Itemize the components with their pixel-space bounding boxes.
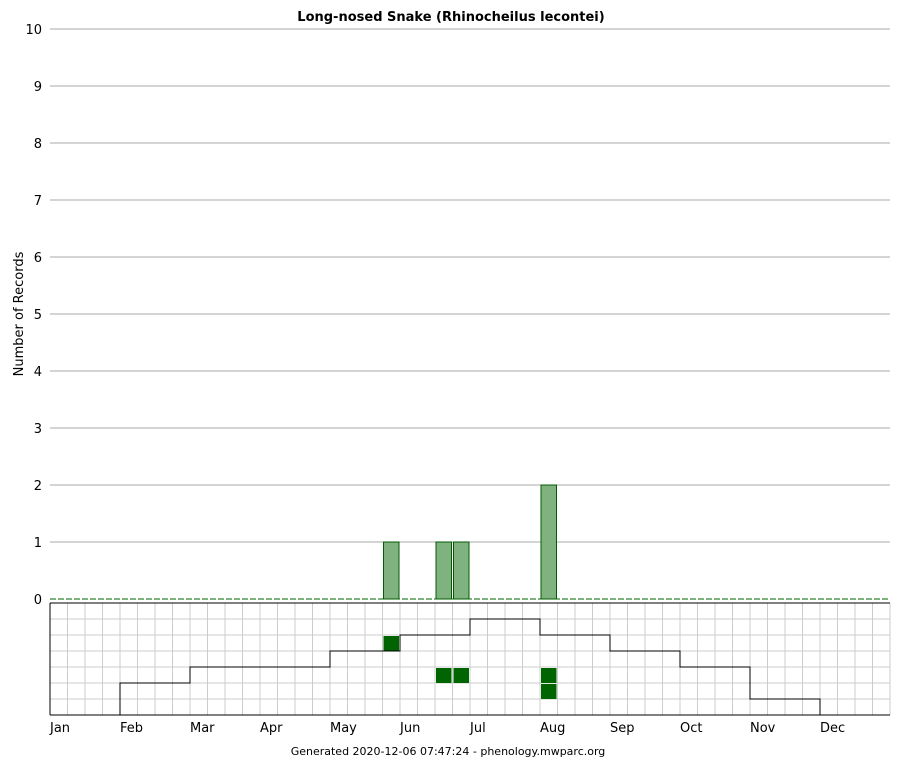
month-tick-label: Apr (260, 721, 283, 736)
month-tick-label: Nov (750, 721, 776, 736)
month-tick-label: Jul (469, 721, 486, 736)
month-tick-label: Jan (49, 721, 70, 736)
record-cell (541, 668, 557, 683)
y-tick-label: 3 (34, 422, 42, 437)
bar (540, 484, 557, 600)
month-tick-label: Mar (190, 721, 215, 736)
bar-series (383, 484, 557, 600)
footer-text: Generated 2020-12-06 07:47:24 - phenolog… (291, 745, 606, 758)
y-tick-label: 5 (34, 308, 42, 323)
month-tick-label: Feb (120, 721, 143, 736)
daylight-step-line (50, 618, 890, 716)
record-cell (541, 684, 557, 699)
month-tick-label: Oct (680, 721, 702, 736)
bar (383, 541, 400, 600)
y-tick-label: 0 (34, 593, 42, 608)
y-tick-label: 2 (34, 479, 42, 494)
month-tick-label: Dec (820, 721, 845, 736)
y-axis-label: Number of Records (12, 251, 27, 376)
y-tick-label: 6 (34, 251, 42, 266)
month-tick-label: May (330, 721, 357, 736)
bar (435, 541, 452, 600)
bar (453, 541, 470, 600)
y-gridlines (50, 28, 890, 600)
record-cell (383, 636, 399, 651)
month-tick-label: Aug (540, 721, 565, 736)
y-tick-label: 9 (34, 80, 42, 95)
chart-title: Long-nosed Snake (Rhinocheilus lecontei) (297, 10, 604, 25)
y-tick-label: 7 (34, 194, 42, 209)
record-grid-panel (49, 602, 891, 716)
y-tick-label: 1 (34, 536, 42, 551)
record-cell (453, 668, 469, 683)
record-cell (436, 668, 452, 683)
month-tick-label: Sep (610, 721, 635, 736)
y-tick-labels: 0 1 2 3 4 5 6 7 8 9 10 (25, 23, 42, 608)
month-tick-labels: Jan Feb Mar Apr May Jun Jul Aug Sep Oct Nov Dec (49, 721, 845, 736)
y-tick-label: 8 (34, 137, 42, 152)
month-tick-label: Jun (399, 721, 420, 736)
y-tick-label: 10 (25, 23, 42, 38)
y-tick-label: 4 (34, 365, 42, 380)
